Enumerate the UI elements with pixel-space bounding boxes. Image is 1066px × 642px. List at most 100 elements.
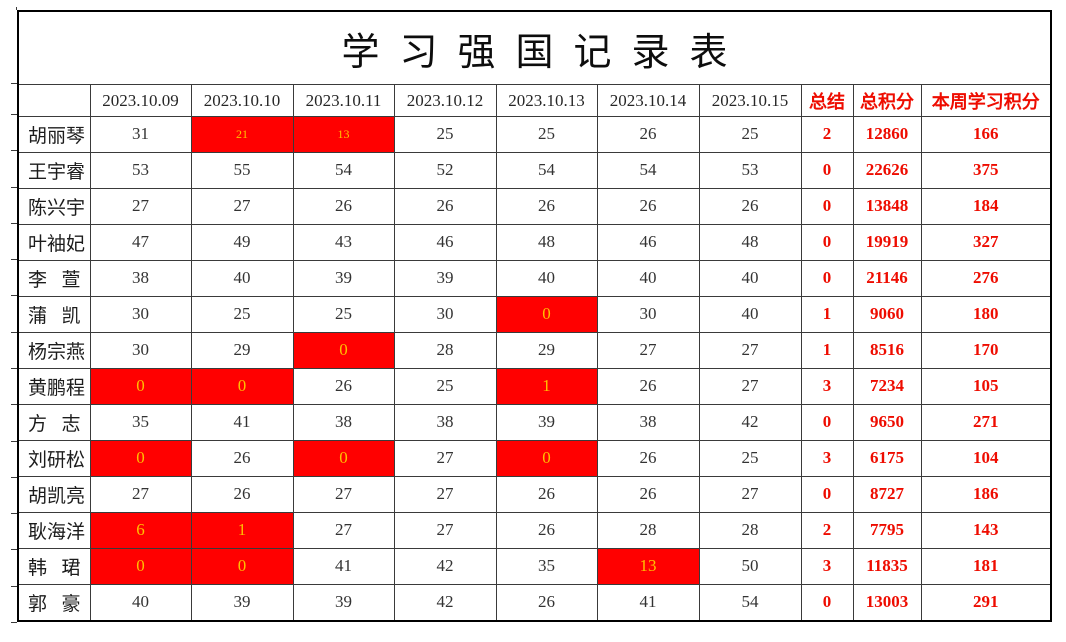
total-points-cell[interactable]: 7795 — [852, 511, 922, 549]
score-cell[interactable]: 27 — [393, 511, 497, 549]
score-cell[interactable]: 48 — [495, 223, 598, 261]
score-cell-highlighted[interactable]: 0 — [190, 367, 294, 405]
score-cell[interactable]: 41 — [596, 583, 700, 622]
score-cell-highlighted[interactable]: 0 — [89, 439, 192, 477]
score-cell[interactable]: 42 — [698, 403, 802, 441]
score-cell-highlighted[interactable]: 0 — [495, 439, 598, 477]
week-points-cell[interactable]: 180 — [920, 295, 1052, 333]
summary-count-cell[interactable]: 2 — [800, 511, 854, 549]
score-cell[interactable]: 55 — [190, 151, 294, 189]
score-cell[interactable]: 26 — [495, 187, 598, 225]
week-points-cell[interactable]: 184 — [920, 187, 1052, 225]
total-points-cell[interactable]: 22626 — [852, 151, 922, 189]
score-cell[interactable]: 30 — [89, 331, 192, 369]
date-column-header[interactable]: 2023.10.15 — [698, 84, 802, 117]
score-cell[interactable]: 27 — [393, 475, 497, 513]
student-name[interactable]: 刘研松 — [17, 439, 91, 477]
score-cell[interactable]: 25 — [698, 116, 802, 153]
score-cell[interactable]: 26 — [495, 583, 598, 622]
score-cell-highlighted[interactable]: 6 — [89, 511, 192, 549]
date-column-header[interactable]: 2023.10.12 — [393, 84, 497, 117]
score-cell[interactable]: 26 — [190, 439, 294, 477]
score-cell[interactable]: 54 — [698, 583, 802, 622]
summary-count-cell[interactable]: 0 — [800, 403, 854, 441]
score-cell[interactable]: 39 — [292, 583, 395, 622]
score-cell[interactable]: 29 — [495, 331, 598, 369]
score-cell[interactable]: 46 — [596, 223, 700, 261]
summary-column-header[interactable]: 总结 — [800, 84, 854, 117]
score-cell[interactable]: 29 — [190, 331, 294, 369]
score-cell[interactable]: 30 — [89, 295, 192, 333]
score-cell[interactable]: 26 — [698, 187, 802, 225]
score-cell[interactable]: 25 — [393, 367, 497, 405]
summary-count-cell[interactable]: 0 — [800, 583, 854, 622]
total-points-cell[interactable]: 19919 — [852, 223, 922, 261]
score-cell[interactable]: 25 — [292, 295, 395, 333]
date-column-header[interactable]: 2023.10.13 — [495, 84, 598, 117]
total-points-cell[interactable]: 12860 — [852, 116, 922, 153]
summary-count-cell[interactable]: 0 — [800, 187, 854, 225]
score-cell[interactable]: 40 — [89, 583, 192, 622]
score-cell[interactable]: 28 — [596, 511, 700, 549]
score-cell[interactable]: 35 — [89, 403, 192, 441]
total-points-cell[interactable]: 9060 — [852, 295, 922, 333]
student-name[interactable]: 方志 — [17, 403, 91, 441]
total-points-column-header[interactable]: 总积分 — [852, 84, 922, 117]
score-cell[interactable]: 38 — [292, 403, 395, 441]
student-name[interactable]: 叶袖妃 — [17, 223, 91, 261]
score-cell[interactable]: 26 — [495, 511, 598, 549]
score-cell[interactable]: 47 — [89, 223, 192, 261]
score-cell[interactable]: 26 — [596, 475, 700, 513]
summary-count-cell[interactable]: 3 — [800, 547, 854, 585]
week-points-cell[interactable]: 186 — [920, 475, 1052, 513]
score-cell[interactable]: 39 — [495, 403, 598, 441]
student-name[interactable]: 耿海洋 — [17, 511, 91, 549]
total-points-cell[interactable]: 21146 — [852, 259, 922, 297]
total-points-cell[interactable]: 9650 — [852, 403, 922, 441]
score-cell[interactable]: 40 — [596, 259, 700, 297]
score-cell[interactable]: 27 — [292, 511, 395, 549]
score-cell[interactable]: 25 — [393, 116, 497, 153]
score-cell[interactable]: 26 — [190, 475, 294, 513]
week-points-cell[interactable]: 181 — [920, 547, 1052, 585]
score-cell[interactable]: 53 — [698, 151, 802, 189]
date-column-header[interactable]: 2023.10.11 — [292, 84, 395, 117]
score-cell-highlighted[interactable]: 13 — [292, 116, 395, 153]
score-cell-highlighted[interactable]: 13 — [596, 547, 700, 585]
score-cell[interactable]: 30 — [596, 295, 700, 333]
score-cell[interactable]: 48 — [698, 223, 802, 261]
score-cell[interactable]: 38 — [393, 403, 497, 441]
score-cell[interactable]: 50 — [698, 547, 802, 585]
score-cell-highlighted[interactable]: 0 — [89, 367, 192, 405]
score-cell-highlighted[interactable]: 0 — [190, 547, 294, 585]
score-cell[interactable]: 26 — [596, 439, 700, 477]
score-cell[interactable]: 35 — [495, 547, 598, 585]
week-points-column-header[interactable]: 本周学习积分 — [920, 84, 1052, 117]
week-points-cell[interactable]: 291 — [920, 583, 1052, 622]
score-cell[interactable]: 30 — [393, 295, 497, 333]
date-column-header[interactable]: 2023.10.10 — [190, 84, 294, 117]
score-cell-highlighted[interactable]: 0 — [89, 547, 192, 585]
score-cell[interactable]: 26 — [596, 367, 700, 405]
score-cell-highlighted[interactable]: 0 — [292, 331, 395, 369]
student-name[interactable]: 郭豪 — [17, 583, 91, 622]
summary-count-cell[interactable]: 1 — [800, 295, 854, 333]
score-cell-highlighted[interactable]: 1 — [190, 511, 294, 549]
score-cell[interactable]: 27 — [89, 187, 192, 225]
summary-count-cell[interactable]: 0 — [800, 151, 854, 189]
week-points-cell[interactable]: 271 — [920, 403, 1052, 441]
total-points-cell[interactable]: 8727 — [852, 475, 922, 513]
summary-count-cell[interactable]: 0 — [800, 223, 854, 261]
score-cell-highlighted[interactable]: 0 — [495, 295, 598, 333]
total-points-cell[interactable]: 8516 — [852, 331, 922, 369]
week-points-cell[interactable]: 327 — [920, 223, 1052, 261]
score-cell[interactable]: 41 — [190, 403, 294, 441]
week-points-cell[interactable]: 104 — [920, 439, 1052, 477]
score-cell[interactable]: 40 — [698, 259, 802, 297]
score-cell[interactable]: 25 — [190, 295, 294, 333]
score-cell[interactable]: 39 — [190, 583, 294, 622]
student-name[interactable]: 胡丽琴 — [17, 116, 91, 153]
score-cell[interactable]: 42 — [393, 583, 497, 622]
week-points-cell[interactable]: 276 — [920, 259, 1052, 297]
score-cell-highlighted[interactable]: 0 — [292, 439, 395, 477]
